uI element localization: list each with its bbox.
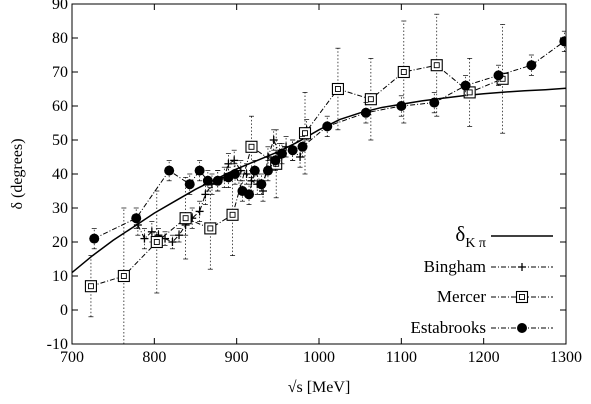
data-point [276,148,287,159]
legend-marker [518,263,526,271]
data-point [230,169,241,179]
y-tick-label: -10 [47,336,68,353]
x-tick-label: 900 [225,349,249,366]
series-line [93,40,565,240]
data-point [117,269,130,283]
data-point [282,142,291,151]
data-point [460,80,471,91]
x-tick-label: 1100 [386,349,417,366]
data-point [331,82,344,96]
data-point [201,190,210,199]
series-mercer [84,13,509,344]
legend-entry: Mercer [437,287,553,306]
data-point [194,165,205,176]
legend-label-subscript: K π [465,236,486,251]
series-kpi-phase [72,87,566,274]
y-tick-label: 70 [52,64,68,81]
legend-label: Estabrooks [410,318,486,337]
data-point [298,127,312,140]
data-point [226,208,239,221]
data-point [224,159,233,168]
x-tick-label: 1200 [468,349,500,366]
legend-marker [517,323,527,333]
data-point [184,179,195,190]
legend-entry: Bingham [424,257,553,276]
data-point [202,175,213,186]
data-point [287,145,298,156]
data-point [168,238,177,246]
legend-marker [515,290,529,304]
x-tick-label: 700 [60,349,84,366]
legend-label-text: Mercer [437,287,486,306]
data-point [256,179,267,190]
plot-area [72,13,566,344]
data-point [269,136,278,144]
legend: δK π Bingham Mercer Estabrooks [410,222,553,337]
y-tick-label: 0 [60,302,68,319]
data-point [140,234,149,243]
legend-entry: Estabrooks [410,318,553,337]
x-tick-label: 1000 [303,349,335,366]
data-point [179,212,192,225]
y-tick-label: 50 [52,132,68,149]
legend-label-text: Estabrooks [410,318,486,337]
data-point [360,107,371,118]
data-point [147,227,156,236]
data-point [322,121,333,132]
data-point [204,222,217,235]
legend-label: Mercer [437,287,486,306]
data-point [150,235,163,249]
legend-entry: δK π [455,222,553,251]
y-tick-label: 20 [52,234,68,251]
data-point [297,141,308,152]
data-point [262,165,273,176]
y-tick-label: 80 [52,30,68,47]
y-tick-label: 30 [52,200,68,217]
y-tick-label: 10 [52,268,68,285]
y-axis-label: δ (degrees) [9,138,26,209]
data-point [230,156,239,165]
y-tick-label: 40 [52,166,68,183]
x-axis-label: √s [MeV] [288,379,351,396]
series-estabrooks [89,30,566,250]
legend-label: δK π [455,222,486,251]
data-point [263,153,272,161]
data-point [493,70,504,81]
data-point [526,60,537,71]
legend-label-text: Bingham [424,257,486,276]
data-point [89,233,100,244]
data-point [430,59,443,72]
x-tick-label: 1300 [550,349,582,366]
legend-label: Bingham [424,257,486,276]
data-point [559,36,566,47]
data-point [244,189,255,200]
data-point [84,280,97,293]
data-point [164,165,175,176]
data-point [175,231,184,240]
data-point [364,93,377,106]
data-point [212,175,223,186]
series-line [72,87,566,274]
data-point [397,65,410,79]
data-point [131,213,142,224]
y-tick-label: 90 [52,0,68,13]
data-point [249,165,260,176]
plot-frame [71,3,567,345]
data-point [429,97,440,108]
series-bingham [133,119,311,250]
data-point [195,207,204,216]
axis-ticks: 700 800 900 1000 1100 1200 1300 -10 0 10 20 30 40 50 6… [47,0,582,366]
data-point [396,101,407,111]
y-tick-label: 60 [52,98,68,115]
data-point [245,140,258,153]
legend-label-text: δ [455,222,465,246]
data-point [270,155,281,166]
x-tick-label: 800 [142,349,166,366]
series-line [137,129,308,243]
